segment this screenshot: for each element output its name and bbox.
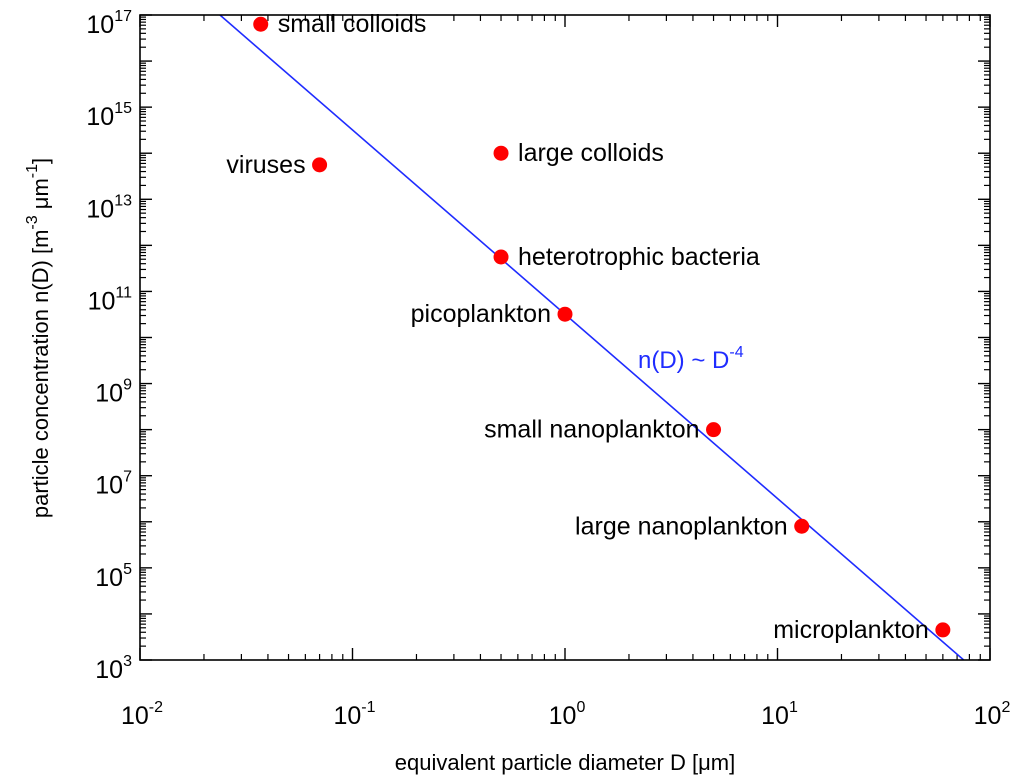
x-axis-label-close: ] xyxy=(729,750,735,775)
fit-line xyxy=(218,15,965,660)
y-axis-label-text: particle concentration n(D) [m xyxy=(28,230,53,519)
data-point-label: viruses xyxy=(226,151,305,179)
data-point xyxy=(312,157,328,173)
y-axis-label-unit: μm xyxy=(28,178,53,215)
data-point xyxy=(935,622,951,638)
y-axis-label-sup1: -3 xyxy=(24,215,41,229)
data-point xyxy=(493,249,509,265)
data-point xyxy=(794,518,810,534)
x-axis-label-unit: μm xyxy=(698,750,729,775)
x-axis-label: equivalent particle diameter D [μm] xyxy=(395,750,735,775)
y-tick-label: 109 xyxy=(95,377,132,408)
x-axis-label-text: equivalent particle diameter D [ xyxy=(395,750,698,775)
data-point xyxy=(253,16,269,32)
data-point-label: small nanoplankton xyxy=(484,416,699,444)
data-point xyxy=(706,422,722,438)
data-point-label: large colloids xyxy=(518,139,664,167)
data-point-label: microplankton xyxy=(773,616,929,644)
x-tick-label: 10-2 xyxy=(121,699,163,730)
y-tick-label: 1015 xyxy=(86,100,132,131)
data-point-label: small colloids xyxy=(278,10,427,38)
y-tick-label: 1011 xyxy=(88,284,133,315)
y-tick-labels: 103 105 107 109 1011 1013 1015 1017 xyxy=(86,8,132,684)
data-point xyxy=(557,306,573,322)
x-tick-label: 102 xyxy=(974,699,1011,730)
y-axis-label: particle concentration n(D) [m-3 μm-1] xyxy=(24,158,53,518)
x-tick-label: 100 xyxy=(549,699,586,730)
y-tick-label: 107 xyxy=(95,469,132,500)
x-tick-label: 10-1 xyxy=(333,699,375,730)
fit-line-label-main: n(D) ~ D xyxy=(638,347,729,374)
major-ticks xyxy=(139,14,991,661)
data-point-label: picoplankton xyxy=(411,300,551,328)
data-point-label: heterotrophic bacteria xyxy=(518,243,760,271)
data-point-label: large nanoplankton xyxy=(575,512,788,540)
data-point xyxy=(493,145,509,161)
y-tick-label: 105 xyxy=(95,561,132,592)
minor-ticks xyxy=(140,15,990,660)
points-layer: small colloids viruses large colloids heter… xyxy=(226,10,951,644)
y-tick-label: 1013 xyxy=(86,192,132,223)
fit-line-label: n(D) ~ D-4 xyxy=(638,344,744,374)
y-axis-label-close: ] xyxy=(28,158,53,164)
y-tick-label: 1017 xyxy=(86,8,132,39)
y-axis-label-sup2: -1 xyxy=(24,164,41,178)
y-tick-label: 103 xyxy=(95,653,132,684)
x-tick-labels: 10-2 10-1 100 101 102 xyxy=(121,699,1010,730)
x-tick-label: 101 xyxy=(761,699,798,730)
fit-line-label-exponent: -4 xyxy=(729,344,743,361)
plot-frame xyxy=(139,14,991,661)
